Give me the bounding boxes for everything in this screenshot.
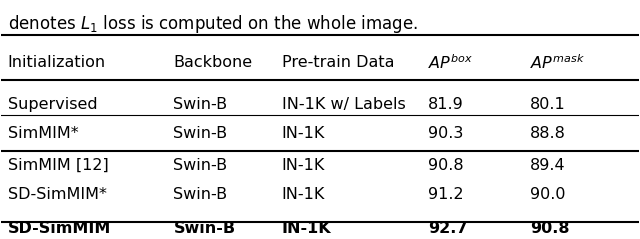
Text: IN-1K: IN-1K — [282, 158, 325, 173]
Text: SimMIM*: SimMIM* — [8, 126, 78, 141]
Text: denotes $L_1$ loss is computed on the whole image.: denotes $L_1$ loss is computed on the wh… — [8, 13, 418, 35]
Text: Swin-B: Swin-B — [173, 97, 228, 112]
Text: Swin-B: Swin-B — [173, 187, 228, 202]
Text: 88.8: 88.8 — [531, 126, 566, 141]
Text: $AP^{mask}$: $AP^{mask}$ — [531, 53, 586, 72]
Text: Backbone: Backbone — [173, 55, 253, 70]
Text: SimMIM [12]: SimMIM [12] — [8, 158, 109, 173]
Text: SD-SimMIM*: SD-SimMIM* — [8, 187, 107, 202]
Text: 90.3: 90.3 — [428, 126, 464, 141]
Text: IN-1K: IN-1K — [282, 126, 325, 141]
Text: Swin-B: Swin-B — [173, 158, 228, 173]
Text: Swin-B: Swin-B — [173, 126, 228, 141]
Text: $AP^{box}$: $AP^{box}$ — [428, 53, 474, 72]
Text: Pre-train Data: Pre-train Data — [282, 55, 394, 70]
Text: IN-1K w/ Labels: IN-1K w/ Labels — [282, 97, 406, 112]
Text: IN-1K: IN-1K — [282, 221, 332, 236]
Text: 81.9: 81.9 — [428, 97, 464, 112]
Text: 89.4: 89.4 — [531, 158, 566, 173]
Text: 92.7: 92.7 — [428, 221, 468, 236]
Text: 90.8: 90.8 — [531, 221, 570, 236]
Text: 90.8: 90.8 — [428, 158, 464, 173]
Text: Supervised: Supervised — [8, 97, 97, 112]
Text: IN-1K: IN-1K — [282, 187, 325, 202]
Text: 90.0: 90.0 — [531, 187, 566, 202]
Text: Swin-B: Swin-B — [173, 221, 236, 236]
Text: 91.2: 91.2 — [428, 187, 464, 202]
Text: SD-SimMIM: SD-SimMIM — [8, 221, 111, 236]
Text: Initialization: Initialization — [8, 55, 106, 70]
Text: 80.1: 80.1 — [531, 97, 566, 112]
